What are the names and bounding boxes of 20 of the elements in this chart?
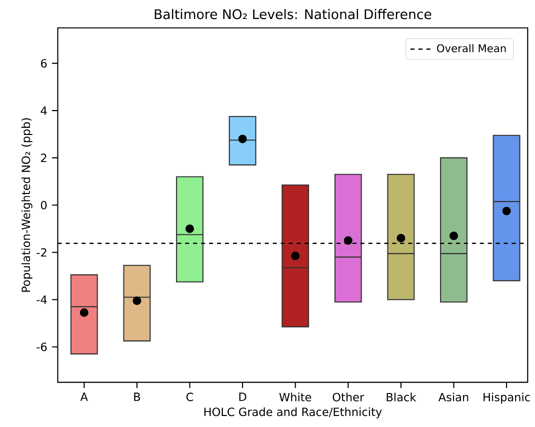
x-axis-title: HOLC Grade and Race/Ethnicity xyxy=(204,407,382,418)
x-tick-label: Other xyxy=(332,392,364,402)
x-tick-label: D xyxy=(239,392,246,401)
x-tick-label: B xyxy=(134,392,140,401)
y-tick-label: 0 xyxy=(40,200,47,210)
x-tick-label: Asian xyxy=(438,392,468,402)
legend-label: Overall Mean xyxy=(437,44,506,52)
x-tick-label: Hispanic xyxy=(484,392,530,404)
x-tick-label: Black xyxy=(386,392,416,402)
y-tick-label: 6 xyxy=(41,59,47,68)
y-tick-label: -6 xyxy=(36,342,47,352)
y-axis-title: Population-Weighted NO₂ (ppb) xyxy=(21,118,32,292)
chart-title: Baltimore NO₂ Levels: National Difference xyxy=(154,8,432,20)
y-tick-label: 2 xyxy=(41,154,46,162)
y-tick-label: -4 xyxy=(36,295,47,304)
y-tick-label: 4 xyxy=(40,106,47,115)
x-tick-label: White xyxy=(279,392,312,402)
y-tick-label: -2 xyxy=(36,248,46,256)
x-tick-label: C xyxy=(186,392,194,402)
x-tick-label: A xyxy=(80,392,88,401)
